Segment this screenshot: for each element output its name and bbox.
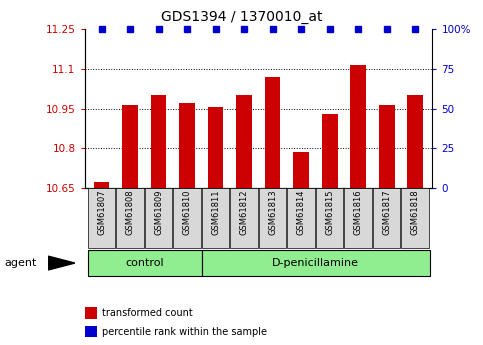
Bar	[316, 188, 343, 248]
Bar	[85, 326, 97, 337]
Text: GSM61818: GSM61818	[411, 190, 420, 235]
Bar	[322, 114, 338, 188]
Bar	[116, 188, 144, 248]
Text: D-penicillamine: D-penicillamine	[272, 258, 359, 268]
Text: agent: agent	[5, 258, 37, 268]
Bar	[173, 188, 201, 248]
Text: GSM61812: GSM61812	[240, 190, 249, 235]
Bar	[88, 250, 202, 276]
Bar	[230, 188, 258, 248]
Bar	[94, 182, 110, 188]
Text: GSM61810: GSM61810	[183, 190, 192, 235]
Bar	[379, 105, 395, 188]
Text: GSM61817: GSM61817	[382, 190, 391, 235]
Bar	[236, 96, 252, 188]
Text: GDS1394 / 1370010_at: GDS1394 / 1370010_at	[161, 10, 322, 24]
Bar	[293, 152, 309, 188]
Bar	[145, 188, 172, 248]
Text: GSM61808: GSM61808	[126, 190, 135, 235]
Bar	[85, 307, 97, 319]
Text: GSM61815: GSM61815	[325, 190, 334, 235]
Bar	[373, 188, 400, 248]
Text: GSM61811: GSM61811	[211, 190, 220, 235]
Text: GSM61813: GSM61813	[268, 190, 277, 235]
Text: transformed count: transformed count	[102, 308, 193, 318]
Bar	[179, 104, 195, 188]
Text: GSM61816: GSM61816	[354, 190, 363, 235]
Bar	[407, 96, 423, 188]
Polygon shape	[48, 256, 75, 270]
Bar	[202, 250, 430, 276]
Bar	[265, 77, 281, 188]
Bar	[287, 188, 315, 248]
Text: control: control	[125, 258, 164, 268]
Bar	[401, 188, 429, 248]
Bar	[344, 188, 372, 248]
Bar	[88, 188, 115, 248]
Text: GSM61809: GSM61809	[154, 190, 163, 235]
Text: GSM61814: GSM61814	[297, 190, 306, 235]
Bar	[350, 65, 366, 188]
Bar	[202, 188, 229, 248]
Text: percentile rank within the sample: percentile rank within the sample	[102, 327, 267, 337]
Text: GSM61807: GSM61807	[97, 190, 106, 235]
Bar	[208, 107, 224, 188]
Bar	[259, 188, 286, 248]
Bar	[151, 96, 167, 188]
Bar	[122, 105, 138, 188]
